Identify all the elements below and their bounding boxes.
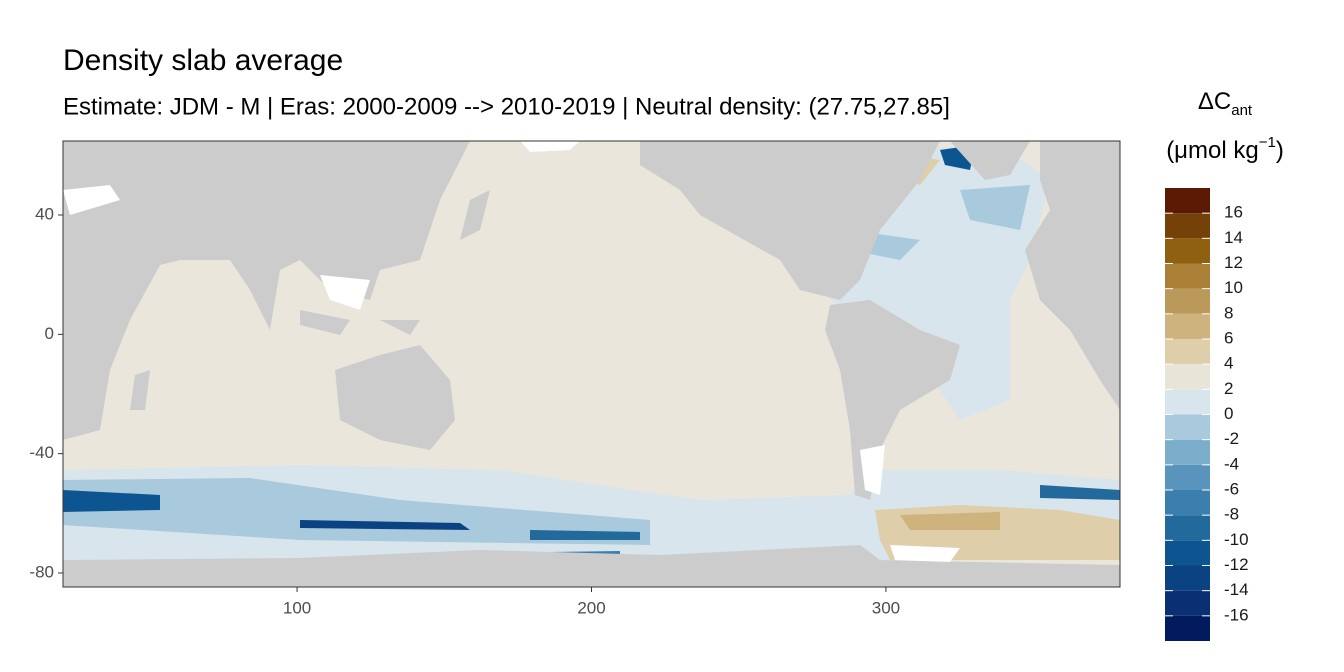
legend-swatch [1165, 565, 1210, 591]
legend-label: -12 [1224, 555, 1249, 574]
legend-label: 0 [1224, 404, 1233, 423]
land [63, 141, 470, 440]
land [300, 310, 350, 335]
legend-swatch [1165, 313, 1210, 339]
legend-swatch [1165, 540, 1210, 566]
x-tick-label: 100 [283, 598, 311, 617]
legend-label: 4 [1224, 354, 1233, 373]
land [335, 345, 455, 450]
no-data [860, 445, 885, 495]
southern-ocean [300, 520, 470, 530]
legend-swatch [1165, 213, 1210, 239]
legend-label: -16 [1224, 605, 1249, 624]
north-atlantic [960, 185, 1030, 230]
legend-unit: ) [1276, 137, 1284, 164]
legend-title: ΔC [1198, 88, 1231, 115]
legend-unit-superscript: −1 [1259, 134, 1276, 151]
land [950, 141, 1030, 180]
legend-title-subscript: ant [1231, 102, 1253, 119]
legend: ΔCant (μmol kg−1) [1166, 88, 1284, 164]
legend-swatch [1165, 515, 1210, 541]
legend-swatch [1165, 590, 1210, 616]
southern-ocean [530, 530, 640, 540]
legend-label: 8 [1224, 303, 1233, 322]
land [380, 320, 420, 335]
legend-label: 14 [1224, 228, 1243, 247]
legend-label: 2 [1224, 379, 1233, 398]
y-tick-label: -80 [29, 562, 54, 581]
legend-swatch [1165, 238, 1210, 264]
southern-ocean [63, 478, 650, 545]
legend-label: 12 [1224, 253, 1243, 272]
legend-swatch [1165, 439, 1210, 465]
land [63, 545, 1120, 587]
weddell-sea [900, 512, 1000, 530]
x-tick-label: 200 [577, 598, 605, 617]
legend-swatch [1165, 188, 1210, 214]
legend-unit: (μmol kg−1) [1166, 134, 1284, 164]
legend-unit: (μmol kg [1166, 137, 1259, 164]
legend-swatch [1165, 490, 1210, 516]
legend-swatch [1165, 414, 1210, 440]
legend-label: -10 [1224, 530, 1249, 549]
y-tick-label: -40 [29, 443, 54, 462]
legend-swatch [1165, 339, 1210, 365]
legend-swatch [1165, 288, 1210, 314]
legend-label: -8 [1224, 505, 1239, 524]
legend-label: 16 [1224, 203, 1243, 222]
legend-swatch [1165, 364, 1210, 390]
land [460, 190, 490, 240]
land [825, 300, 960, 500]
land [640, 141, 940, 300]
chart-subtitle: Estimate: JDM - M | Eras: 2000-2009 --> … [63, 93, 950, 120]
x-tick-label: 300 [872, 598, 900, 617]
map [62, 140, 1121, 588]
legend-label: 10 [1224, 278, 1243, 297]
chart-title: Density slab average [63, 44, 343, 77]
legend-label: -14 [1224, 580, 1249, 599]
no-data [890, 545, 960, 562]
legend-label: -6 [1224, 479, 1239, 498]
legend-swatch [1165, 615, 1210, 641]
legend-title: ΔCant [1198, 88, 1253, 119]
land [1025, 141, 1120, 410]
southern-ocean [1040, 485, 1120, 500]
land [130, 370, 150, 410]
y-tick-label: 0 [45, 324, 54, 343]
legend-label: -4 [1224, 454, 1239, 473]
legend-swatch [1165, 464, 1210, 490]
southern-ocean [63, 490, 160, 512]
no-data [520, 141, 580, 152]
legend-label: -2 [1224, 429, 1239, 448]
legend-swatch [1165, 389, 1210, 415]
legend-label: 6 [1224, 328, 1233, 347]
legend-swatch [1165, 263, 1210, 289]
no-data [63, 185, 120, 215]
y-tick-label: 40 [35, 204, 54, 223]
no-data [320, 275, 370, 310]
